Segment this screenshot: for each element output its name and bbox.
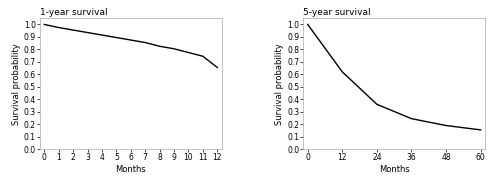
X-axis label: Months: Months	[116, 165, 146, 174]
Text: 1-year survival: 1-year survival	[40, 8, 108, 17]
Y-axis label: Survival probability: Survival probability	[12, 43, 21, 125]
Y-axis label: Survival probability: Survival probability	[276, 43, 284, 125]
Text: 5-year survival: 5-year survival	[304, 8, 371, 17]
X-axis label: Months: Months	[379, 165, 410, 174]
